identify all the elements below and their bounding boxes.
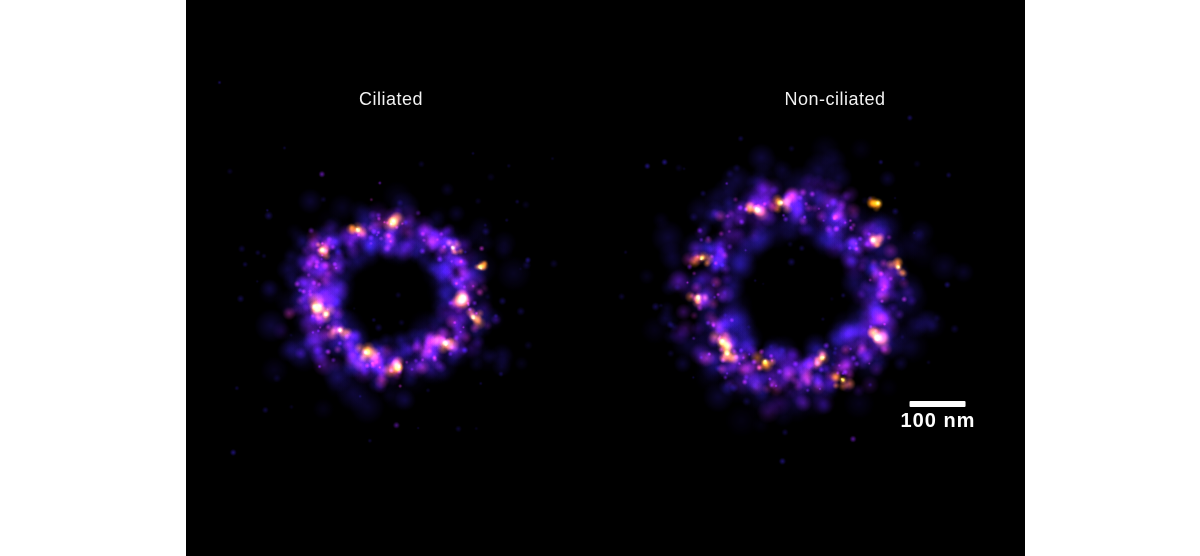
scale-bar-label: 100 nm bbox=[900, 410, 976, 432]
panel-label-ciliated: Ciliated bbox=[358, 89, 424, 109]
microscopy-figure: Ciliated Non-ciliated 100 nm bbox=[186, 0, 1025, 556]
panel-label-non-ciliated: Non-ciliated bbox=[784, 89, 886, 109]
scale-bar-line bbox=[910, 401, 966, 407]
storm-image-canvas bbox=[186, 0, 1025, 556]
scale-bar: 100 nm bbox=[901, 401, 976, 433]
